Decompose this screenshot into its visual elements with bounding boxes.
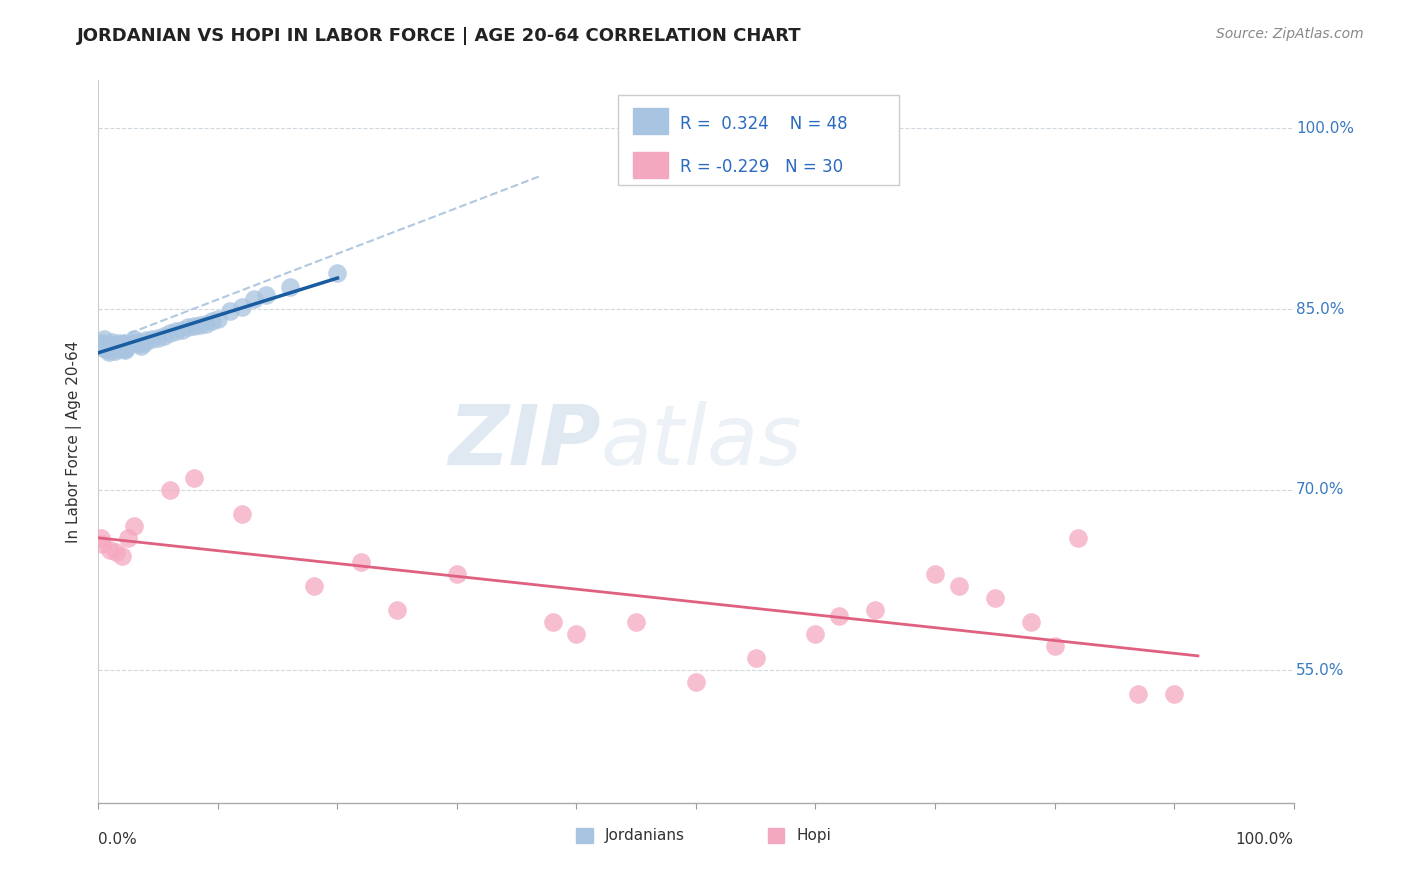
Point [302,579,325,593]
Text: JORDANIAN VS HOPI IN LABOR FORCE | AGE 20-64 CORRELATION CHART: JORDANIAN VS HOPI IN LABOR FORCE | AGE 2… [77,27,801,45]
Point [135,334,157,348]
Text: 100.0%: 100.0% [1236,831,1294,847]
Text: 55.0%: 55.0% [1296,663,1344,678]
Point [219,304,242,318]
Point [98,337,122,351]
Point [104,344,127,359]
Point [1067,531,1090,545]
Point [120,335,142,350]
Point [1128,687,1150,701]
Text: atlas: atlas [600,401,801,482]
Point [98,542,122,557]
Point [828,609,851,624]
Point [91,537,114,551]
Point [131,339,153,353]
Point [117,531,139,545]
Point [231,507,253,521]
Point [105,342,128,356]
Point [201,314,224,328]
Point [107,339,129,353]
Point [132,335,155,350]
Point [97,343,120,357]
Point [103,341,125,355]
Point [148,331,170,345]
Point [125,334,148,349]
Text: 100.0%: 100.0% [1296,121,1354,136]
Point [111,337,134,351]
Point [254,287,277,301]
Point [1163,687,1185,701]
Point [745,651,768,665]
Point [159,483,181,497]
Y-axis label: In Labor Force | Age 20-64: In Labor Force | Age 20-64 [66,341,83,542]
Text: Hopi: Hopi [796,828,831,843]
Point [114,343,136,357]
Point [100,334,122,349]
Point [385,603,409,617]
Text: Jordanians: Jordanians [605,828,685,843]
Point [565,627,588,641]
Point [804,627,827,641]
Point [172,322,194,336]
Point [177,320,200,334]
Point [541,615,564,630]
Point [115,341,138,355]
Point [94,342,117,356]
Point [1019,615,1042,630]
Point [183,318,205,333]
Point [117,338,139,352]
Point [195,317,218,331]
Point [111,549,134,563]
Text: 0.0%: 0.0% [98,831,138,847]
Point [141,332,163,346]
Point [1043,640,1066,654]
Point [124,332,146,346]
Point [128,337,150,351]
Point [90,338,112,352]
Text: R = -0.229   N = 30: R = -0.229 N = 30 [681,158,844,176]
Point [685,675,707,690]
Point [159,326,181,341]
Point [110,338,132,352]
Text: R =  0.324    N = 48: R = 0.324 N = 48 [681,115,848,133]
Point [101,338,124,352]
Point [98,345,121,359]
Point [183,471,205,485]
Point [124,519,146,533]
Point [188,318,211,332]
Bar [633,152,668,178]
Point [278,280,301,294]
Point [350,555,373,569]
Point [231,300,253,314]
Point [207,311,229,326]
Point [865,603,887,617]
Text: ZIP: ZIP [447,401,600,482]
Point [165,324,187,338]
Point [984,591,1007,606]
Point [112,342,135,356]
Point [243,293,266,307]
Text: Source: ZipAtlas.com: Source: ZipAtlas.com [1216,27,1364,41]
Point [93,332,115,346]
Point [96,339,118,353]
Point [90,531,112,545]
Text: 85.0%: 85.0% [1296,301,1344,317]
Point [626,615,648,630]
Bar [633,109,668,135]
Bar [576,828,593,843]
Point [326,266,349,280]
Point [108,341,131,355]
Point [91,341,114,355]
Point [153,328,176,343]
FancyBboxPatch shape [619,95,900,185]
Bar [768,828,785,843]
Point [105,545,128,559]
Point [91,335,114,350]
Point [446,567,468,582]
Point [107,335,129,350]
Point [948,579,970,593]
Point [924,567,946,582]
Text: 70.0%: 70.0% [1296,483,1344,497]
